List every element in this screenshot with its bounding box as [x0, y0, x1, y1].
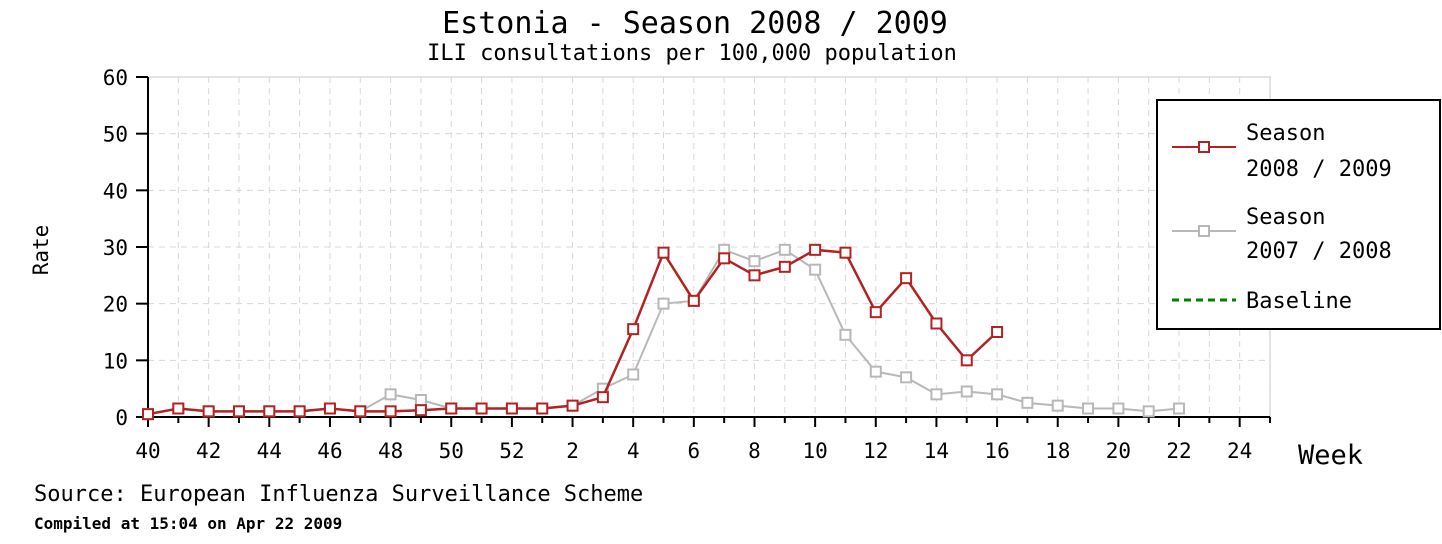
x-tick-label: 20 [1106, 439, 1131, 463]
x-tick-label: 52 [499, 439, 524, 463]
y-tick-labels: 0 10 20 30 40 50 60 [103, 66, 128, 430]
compiled-note: Compiled at 15:04 on Apr 22 2009 [34, 514, 343, 533]
y-axis-label: Rate [29, 225, 53, 276]
data-point [657, 246, 670, 259]
legend-box [1156, 99, 1441, 330]
data-point [596, 391, 609, 404]
y-tick-label: 40 [103, 179, 128, 203]
legend-label: 2008 / 2009 [1246, 157, 1392, 182]
data-point [263, 405, 276, 418]
x-tick-label: 4 [627, 439, 640, 463]
axes [136, 76, 1271, 427]
data-point [627, 323, 640, 336]
x-tick-label: 44 [257, 439, 282, 463]
x-tick-labels: 40 42 44 46 48 50 52 2 4 6 8 10 12 14 16 18 20 22 24 [135, 439, 1252, 463]
data-point [384, 388, 397, 401]
data-point [414, 404, 427, 417]
legend-item: Season 2007 / 2008 [1172, 205, 1392, 264]
x-tick-label: 42 [196, 439, 221, 463]
data-point [809, 263, 822, 276]
data-point [687, 294, 700, 307]
data-point [142, 408, 154, 421]
y-tick-label: 10 [103, 349, 128, 373]
data-point [930, 388, 943, 401]
y-tick-label: 60 [103, 66, 128, 90]
x-tick-label: 6 [688, 439, 701, 463]
data-point [505, 402, 518, 415]
data-point [627, 368, 640, 381]
data-point [778, 243, 791, 256]
data-point [536, 402, 549, 415]
x-tick-label: 2 [566, 439, 579, 463]
chart-title: Estonia - Season 2008 / 2009 [442, 6, 948, 41]
data-point [657, 297, 670, 310]
legend-item: Season 2008 / 2009 [1172, 121, 1392, 182]
data-point [172, 402, 185, 415]
x-tick-label: 24 [1227, 439, 1252, 463]
series-2008-2009 [142, 243, 1004, 421]
data-point [778, 260, 791, 273]
x-tick-label: 16 [984, 439, 1009, 463]
data-point [960, 354, 973, 367]
x-tick-label: 12 [863, 439, 888, 463]
y-tick-label: 0 [115, 406, 128, 430]
x-tick-label: 46 [317, 439, 342, 463]
data-point [1142, 405, 1155, 418]
data-point [718, 252, 731, 265]
data-point [445, 402, 458, 415]
x-tick-label: 8 [748, 439, 761, 463]
data-point [293, 405, 306, 418]
legend-marker [1198, 225, 1210, 237]
data-point [960, 385, 973, 398]
data-point [1173, 402, 1186, 415]
data-point [991, 388, 1004, 401]
legend-label: Season [1246, 205, 1325, 230]
legend: Season 2008 / 2009 Season 2007 / 2008 Baseli… [1156, 99, 1441, 330]
data-point [900, 371, 913, 384]
x-axis-label: Week [1298, 440, 1363, 471]
data-point [566, 399, 579, 412]
data-point [1082, 402, 1095, 415]
data-point [354, 405, 367, 418]
data-point [414, 394, 427, 406]
data-point [1051, 399, 1064, 412]
data-point [748, 255, 761, 268]
x-tick-label: 40 [135, 439, 160, 463]
y-tick-label: 20 [103, 293, 128, 317]
data-point [839, 328, 852, 341]
y-tick-label: 30 [103, 236, 128, 260]
legend-label: 2007 / 2008 [1246, 239, 1392, 264]
x-tick-label: 14 [924, 439, 949, 463]
data-point [202, 405, 215, 418]
x-tick-label: 50 [439, 439, 464, 463]
legend-label: Baseline [1246, 289, 1352, 314]
data-point [748, 269, 761, 282]
x-tick-label: 18 [1045, 439, 1070, 463]
data-point [930, 317, 943, 330]
x-tick-label: 10 [802, 439, 827, 463]
data-point [475, 402, 488, 415]
legend-label: Season [1246, 121, 1325, 146]
data-point [839, 246, 852, 259]
grid [147, 76, 1271, 418]
chart-subtitle: ILI consultations per 100,000 population [427, 41, 957, 66]
data-point [809, 243, 822, 256]
x-tick-label: 48 [378, 439, 403, 463]
data-point [323, 402, 336, 415]
data-point [232, 405, 245, 418]
data-point [1112, 402, 1125, 415]
legend-marker [1198, 141, 1210, 153]
legend-item: Baseline [1172, 289, 1352, 314]
data-point [991, 326, 1004, 338]
source-note: Source: European Influenza Surveillance … [34, 482, 644, 507]
y-tick-label: 50 [103, 123, 128, 147]
series-layer [142, 243, 1186, 421]
data-point [869, 365, 882, 378]
data-point [900, 272, 913, 285]
data-point [384, 405, 397, 418]
x-tick-label: 22 [1166, 439, 1191, 463]
data-point [869, 306, 882, 319]
data-point [1021, 396, 1034, 409]
